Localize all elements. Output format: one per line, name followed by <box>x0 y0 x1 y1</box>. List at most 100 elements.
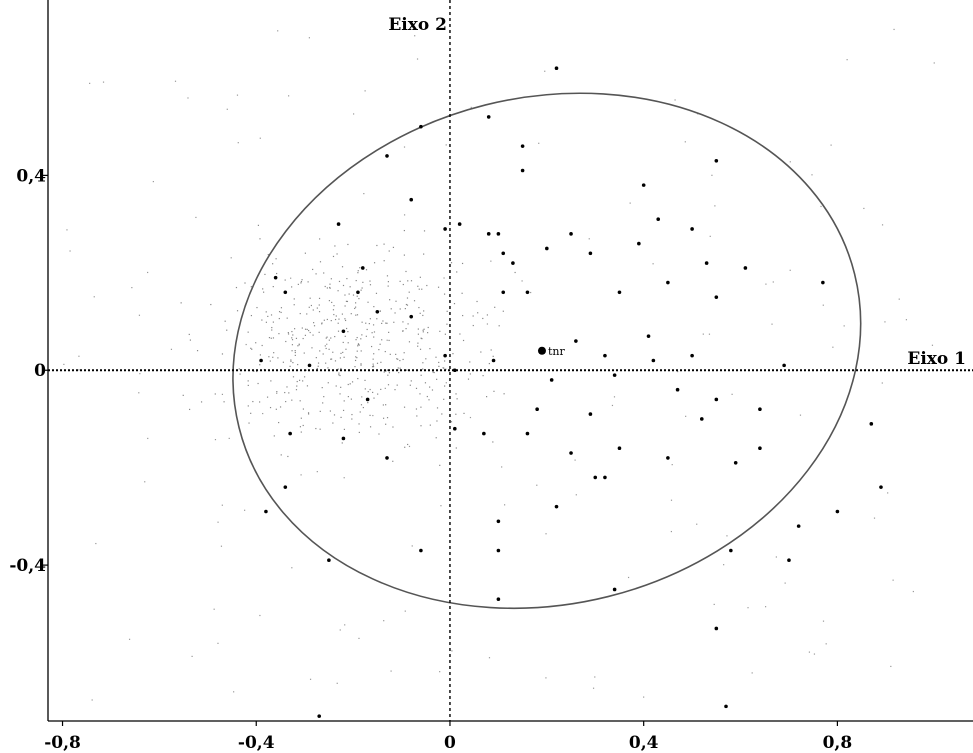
minor-point <box>383 371 385 373</box>
minor-point <box>731 393 733 395</box>
minor-point <box>334 245 336 247</box>
data-point <box>758 407 762 412</box>
data-point <box>501 290 506 295</box>
minor-point <box>345 327 348 330</box>
minor-point <box>286 317 288 319</box>
minor-point <box>291 350 293 352</box>
minor-point <box>263 291 265 293</box>
minor-point <box>381 339 383 341</box>
data-point <box>283 485 288 489</box>
minor-point <box>95 542 97 545</box>
minor-point <box>265 321 267 323</box>
minor-point <box>413 300 416 302</box>
minor-point <box>404 307 406 310</box>
minor-point <box>306 385 309 387</box>
minor-point <box>419 276 421 278</box>
minor-point <box>382 320 384 322</box>
minor-point <box>147 271 149 274</box>
data-point <box>409 197 414 202</box>
minor-point <box>338 374 340 376</box>
minor-point <box>220 545 223 547</box>
minor-point <box>291 344 294 346</box>
minor-point <box>388 339 390 342</box>
minor-point <box>751 672 753 674</box>
minor-point <box>514 271 516 274</box>
minor-point <box>226 108 228 110</box>
minor-point <box>294 351 296 354</box>
minor-point <box>335 315 337 317</box>
data-point <box>603 475 607 480</box>
minor-point <box>280 311 282 314</box>
minor-point <box>459 333 461 335</box>
minor-point <box>270 380 272 382</box>
minor-point <box>217 642 219 644</box>
minor-point <box>403 254 405 256</box>
minor-point <box>406 369 408 371</box>
minor-point <box>352 294 355 296</box>
minor-point <box>426 284 428 287</box>
minor-point <box>302 424 304 427</box>
minor-point <box>406 297 409 299</box>
minor-point <box>261 319 263 321</box>
minor-point <box>330 320 332 322</box>
minor-point <box>429 386 431 388</box>
minor-point <box>312 268 314 271</box>
minor-point <box>338 280 341 283</box>
minor-point <box>317 362 320 364</box>
data-point <box>482 431 486 436</box>
minor-point <box>931 344 934 346</box>
data-point <box>443 227 447 231</box>
data-point <box>486 232 491 236</box>
data-point <box>520 144 525 148</box>
minor-point <box>423 253 425 255</box>
minor-point <box>328 339 330 341</box>
minor-point <box>266 396 269 398</box>
minor-point <box>343 400 345 402</box>
minor-point <box>139 373 141 375</box>
minor-point <box>383 260 385 262</box>
minor-point <box>435 356 437 358</box>
minor-point <box>307 412 310 414</box>
minor-point <box>312 334 314 336</box>
minor-point <box>416 415 418 417</box>
minor-point <box>427 326 429 329</box>
minor-point <box>482 375 484 377</box>
data-point <box>733 461 738 465</box>
minor-point <box>221 504 223 506</box>
data-point <box>545 246 549 251</box>
minor-point <box>574 459 576 461</box>
minor-point <box>789 161 791 163</box>
minor-point <box>438 361 440 364</box>
minor-point <box>492 355 494 357</box>
minor-point <box>318 304 320 306</box>
minor-point <box>226 329 228 331</box>
minor-point <box>340 386 342 388</box>
data-point <box>554 66 559 71</box>
minor-point <box>594 676 596 678</box>
minor-point <box>269 406 272 409</box>
minor-point <box>343 477 345 479</box>
minor-point <box>340 367 342 370</box>
minor-point <box>237 142 239 144</box>
data-point <box>569 232 573 236</box>
data-point <box>603 353 607 358</box>
data-point <box>690 227 694 231</box>
minor-point <box>444 385 446 387</box>
minor-point <box>370 345 373 348</box>
x-tick-label: 0 <box>444 733 456 753</box>
data-point <box>758 446 762 450</box>
minor-point <box>446 310 448 312</box>
minor-point <box>358 344 360 346</box>
minor-point <box>388 331 390 333</box>
minor-point <box>360 404 363 406</box>
minor-point <box>262 288 264 290</box>
minor-point <box>422 329 424 331</box>
minor-point <box>404 610 406 612</box>
minor-point <box>422 331 424 333</box>
minor-point <box>361 321 363 323</box>
minor-point <box>256 370 258 373</box>
minor-point <box>408 341 411 343</box>
minor-point <box>349 286 351 288</box>
minor-point <box>643 696 645 698</box>
y-tick-label: -0,4 <box>9 556 46 576</box>
